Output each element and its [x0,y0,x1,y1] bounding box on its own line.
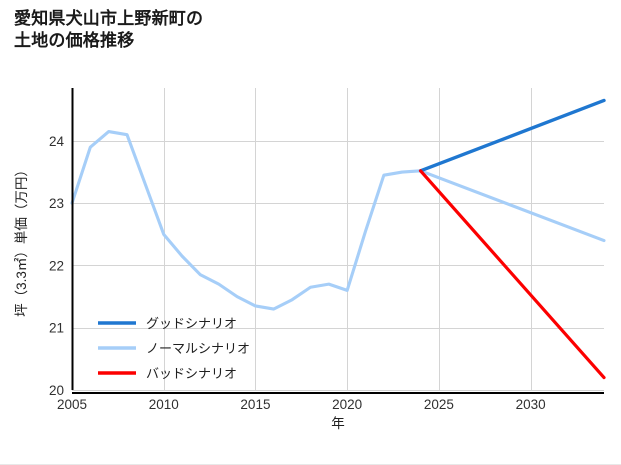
y-tick-label: 20 [49,383,64,398]
series-line-バッドシナリオ [418,169,606,380]
axis-group [71,88,604,395]
x-tick-label: 2005 [57,397,87,412]
y-tick-label: 23 [49,196,64,211]
x-tick-label: 2010 [149,397,179,412]
chart-title: 愛知県犬山市上野新町の 土地の価格推移 [14,9,204,51]
legend-label: グッドシナリオ [146,316,237,331]
series-group [70,98,606,380]
tick-labels-group: 20 21 22 23 24 2005 2010 2015 2020 2025 2030 [49,134,546,412]
axis-titles-group: 年 坪（3.3㎡）単価（万円） [14,163,345,431]
x-axis-title: 年 [331,416,345,431]
gridlines-group [72,88,604,391]
y-axis-title: 坪（3.3㎡）単価（万円） [14,163,29,317]
y-tick-label: 22 [49,258,64,273]
x-tick-label: 2030 [516,397,546,412]
y-tick-label: 24 [49,134,65,149]
series-line-グッドシナリオ [418,98,606,173]
series-line-ノーマルシナリオ [70,130,606,311]
x-tick-label: 2025 [424,397,454,412]
legend-label: ノーマルシナリオ [146,341,250,356]
x-tick-label: 2020 [332,397,362,412]
legend-label: バッドシナリオ [146,366,237,381]
x-tick-label: 2015 [240,397,270,412]
y-tick-label: 21 [49,321,64,336]
